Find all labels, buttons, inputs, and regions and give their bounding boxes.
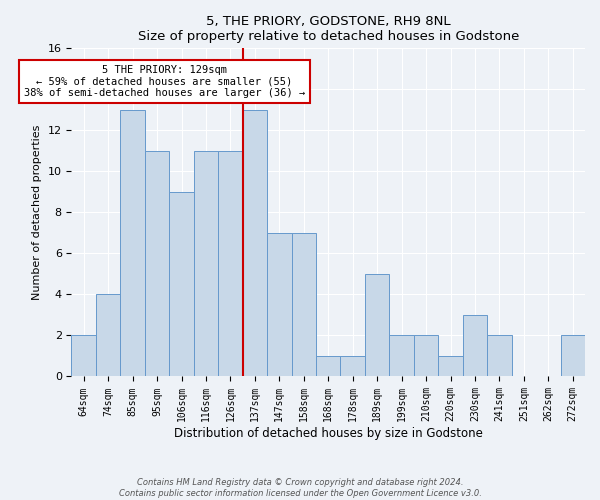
Text: 5 THE PRIORY: 129sqm
← 59% of detached houses are smaller (55)
38% of semi-detac: 5 THE PRIORY: 129sqm ← 59% of detached h… bbox=[24, 64, 305, 98]
Text: Contains HM Land Registry data © Crown copyright and database right 2024.
Contai: Contains HM Land Registry data © Crown c… bbox=[119, 478, 481, 498]
Bar bbox=[414, 336, 438, 376]
Bar bbox=[71, 336, 96, 376]
Bar bbox=[169, 192, 194, 376]
X-axis label: Distribution of detached houses by size in Godstone: Distribution of detached houses by size … bbox=[174, 427, 482, 440]
Title: 5, THE PRIORY, GODSTONE, RH9 8NL
Size of property relative to detached houses in: 5, THE PRIORY, GODSTONE, RH9 8NL Size of… bbox=[137, 15, 519, 43]
Bar bbox=[242, 110, 267, 376]
Bar bbox=[438, 356, 463, 376]
Y-axis label: Number of detached properties: Number of detached properties bbox=[32, 124, 42, 300]
Bar bbox=[316, 356, 340, 376]
Bar bbox=[487, 336, 512, 376]
Bar bbox=[389, 336, 414, 376]
Bar bbox=[267, 233, 292, 376]
Bar bbox=[365, 274, 389, 376]
Bar bbox=[463, 315, 487, 376]
Bar bbox=[218, 151, 242, 376]
Bar bbox=[121, 110, 145, 376]
Bar bbox=[145, 151, 169, 376]
Bar bbox=[340, 356, 365, 376]
Bar bbox=[194, 151, 218, 376]
Bar bbox=[560, 336, 585, 376]
Bar bbox=[96, 294, 121, 376]
Bar bbox=[292, 233, 316, 376]
